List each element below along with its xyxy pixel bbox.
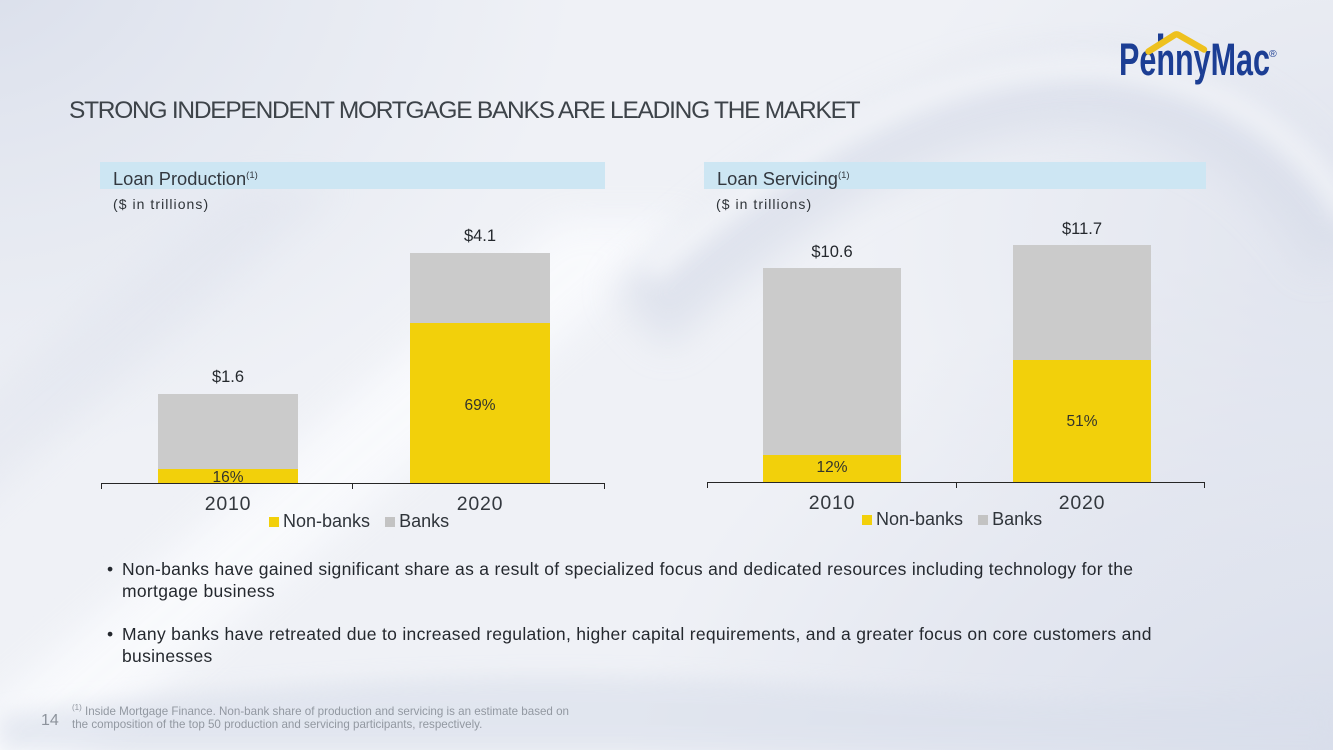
svg-text:®: ® [1269,48,1277,60]
